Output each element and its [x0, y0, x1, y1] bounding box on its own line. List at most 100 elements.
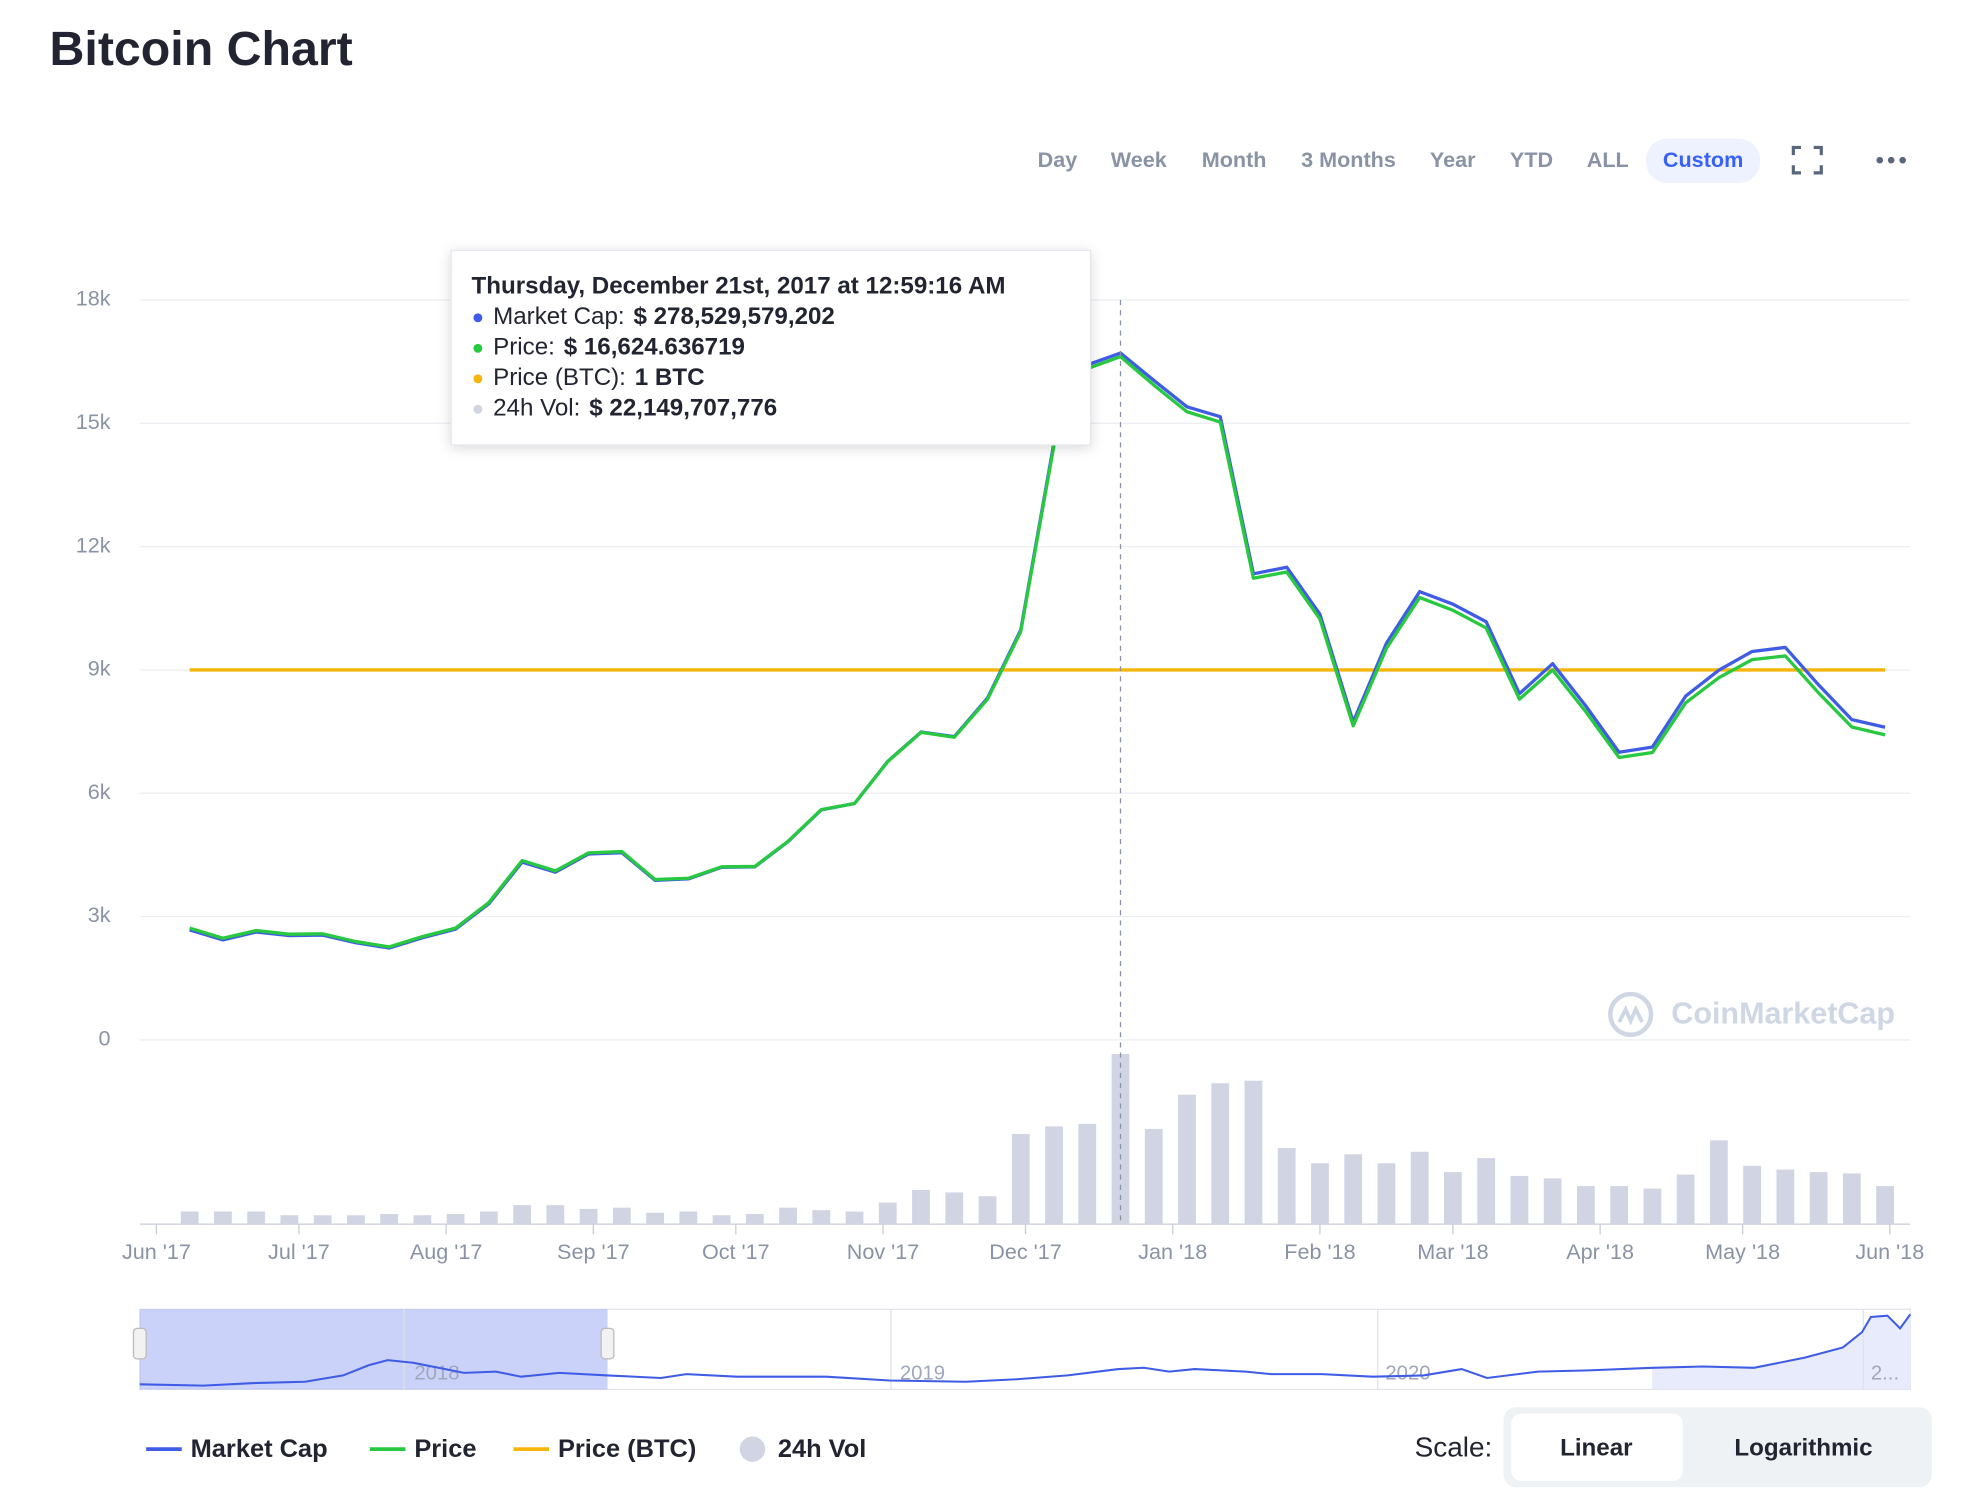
y-tick-label: 0	[99, 1026, 111, 1051]
tooltip-label: Price (BTC):	[493, 364, 626, 391]
page-title: Bitcoin Chart	[50, 22, 353, 76]
volume-bar	[346, 1215, 365, 1225]
tooltip-value: $ 16,624.636719	[564, 334, 745, 361]
volume-bar	[779, 1207, 797, 1225]
x-tick-label: Mar '18	[1417, 1239, 1488, 1264]
volume-bar	[712, 1215, 731, 1225]
y-tick-label: 15k	[76, 409, 111, 434]
volume-bar	[1344, 1154, 1363, 1225]
navigator-area	[1652, 1314, 1911, 1390]
x-tick-label: Jul '17	[268, 1239, 330, 1264]
tooltip-box	[450, 249, 1092, 446]
volume-bar	[1045, 1126, 1063, 1225]
x-tick-label: Aug '17	[410, 1239, 483, 1264]
range-button[interactable]: 3 Months	[1301, 147, 1396, 172]
scale-option[interactable]: Linear	[1560, 1435, 1633, 1462]
legend: Market Cap Price Price (BTC) 24h Vol	[146, 1435, 866, 1463]
volume-bar	[546, 1205, 565, 1225]
volume-bar	[413, 1215, 432, 1225]
x-tick-label: Sep '17	[557, 1239, 630, 1264]
volume-bar	[1643, 1188, 1662, 1225]
legend-label[interactable]: 24h Vol	[778, 1435, 866, 1463]
scale-label: Scale:	[1415, 1432, 1493, 1463]
volume-bar	[1078, 1123, 1097, 1225]
volume-bar	[1144, 1128, 1163, 1225]
volume-bar	[1377, 1163, 1396, 1225]
volume-bar	[1876, 1186, 1894, 1225]
navigator-label: 2...	[1871, 1363, 1899, 1385]
volume-bar	[945, 1192, 964, 1225]
tooltip-row: Market Cap: $ 278,529,579,202	[493, 303, 835, 330]
navigator-line	[139, 1313, 1912, 1387]
range-button[interactable]: Week	[1111, 147, 1168, 172]
range-button[interactable]: Month	[1202, 147, 1267, 172]
legend-label[interactable]: Market Cap	[191, 1435, 328, 1463]
volume-bar	[1543, 1178, 1562, 1225]
range-button[interactable]: Year	[1430, 147, 1476, 172]
volume-bar	[1743, 1165, 1762, 1225]
watermark-logo	[1608, 991, 1654, 1037]
volume-bar	[1178, 1094, 1196, 1225]
tooltip-bullet	[473, 313, 483, 323]
volume-bar	[1244, 1080, 1263, 1225]
volume-bar	[1842, 1173, 1861, 1225]
more-menu[interactable]	[1876, 156, 1906, 164]
volume-bar	[745, 1214, 764, 1225]
volume-bar	[180, 1211, 199, 1225]
navigator-label: 2018	[414, 1363, 459, 1385]
volume-bar	[1709, 1140, 1728, 1225]
volume-bar	[1477, 1158, 1496, 1225]
volume-bar	[1111, 1054, 1130, 1225]
volume-bar	[1444, 1172, 1462, 1225]
navigator-handle[interactable]	[600, 1327, 615, 1360]
volume-bar	[1776, 1169, 1795, 1225]
navigator-selection[interactable]	[139, 1309, 608, 1390]
tooltip-row: Price: $ 16,624.636719	[493, 334, 745, 361]
volume-bar	[1277, 1147, 1296, 1225]
volume-bar	[1510, 1175, 1529, 1225]
x-tick-label: May '18	[1705, 1239, 1780, 1264]
toggle-active[interactable]	[1511, 1413, 1683, 1481]
fullscreen-glyph[interactable]	[1791, 145, 1823, 175]
volume-bar	[679, 1211, 698, 1225]
legend-swatch[interactable]	[739, 1436, 766, 1462]
range-button[interactable]: Custom	[1663, 147, 1743, 172]
range-button-bg[interactable]	[1645, 138, 1761, 184]
volume-bar	[1809, 1172, 1828, 1225]
range-button[interactable]: ALL	[1587, 147, 1629, 172]
tooltip-value: $ 278,529,579,202	[634, 303, 835, 330]
y-tick-label: 6k	[88, 779, 111, 804]
volume-bar	[1676, 1174, 1695, 1225]
volume-bar	[446, 1214, 465, 1225]
volume-bar	[978, 1196, 997, 1225]
volume-bar	[845, 1211, 864, 1225]
volume-bar	[912, 1189, 930, 1225]
volume-bar	[513, 1205, 532, 1225]
scale-option[interactable]: Logarithmic	[1734, 1435, 1872, 1462]
legend-label[interactable]: Price (BTC)	[558, 1435, 696, 1463]
tooltip-date: Thursday, December 21st, 2017 at 12:59:1…	[472, 273, 1006, 300]
tooltip-value: $ 22,149,707,776	[589, 395, 777, 422]
dot[interactable]	[1887, 156, 1895, 164]
range-button[interactable]: YTD	[1510, 147, 1553, 172]
x-tick-label: Oct '17	[702, 1239, 770, 1264]
volume-bar	[646, 1212, 664, 1225]
fullscreen-icon[interactable]	[1791, 145, 1823, 175]
x-tick-label: Apr '18	[1566, 1239, 1634, 1264]
legend-label[interactable]: Price	[414, 1435, 476, 1463]
tooltip-bullet	[473, 374, 483, 384]
dot[interactable]	[1899, 156, 1906, 164]
navigator: 2018 2019 2020 2...	[132, 1308, 1912, 1391]
volume-bar	[1011, 1133, 1030, 1225]
tooltip-row: Price (BTC): 1 BTC	[493, 364, 704, 391]
y-tick-label: 12k	[76, 532, 111, 557]
dot[interactable]	[1876, 156, 1884, 164]
volume-bar	[247, 1211, 266, 1225]
tooltip-label: Market Cap:	[493, 303, 624, 330]
y-tick-label: 3k	[88, 902, 111, 927]
navigator-handle[interactable]	[132, 1327, 147, 1360]
volume-bar	[380, 1214, 399, 1225]
navigator-label: 2020	[1385, 1363, 1430, 1385]
tooltip-row: 24h Vol: $ 22,149,707,776	[493, 395, 777, 422]
range-button[interactable]: Day	[1038, 147, 1078, 172]
